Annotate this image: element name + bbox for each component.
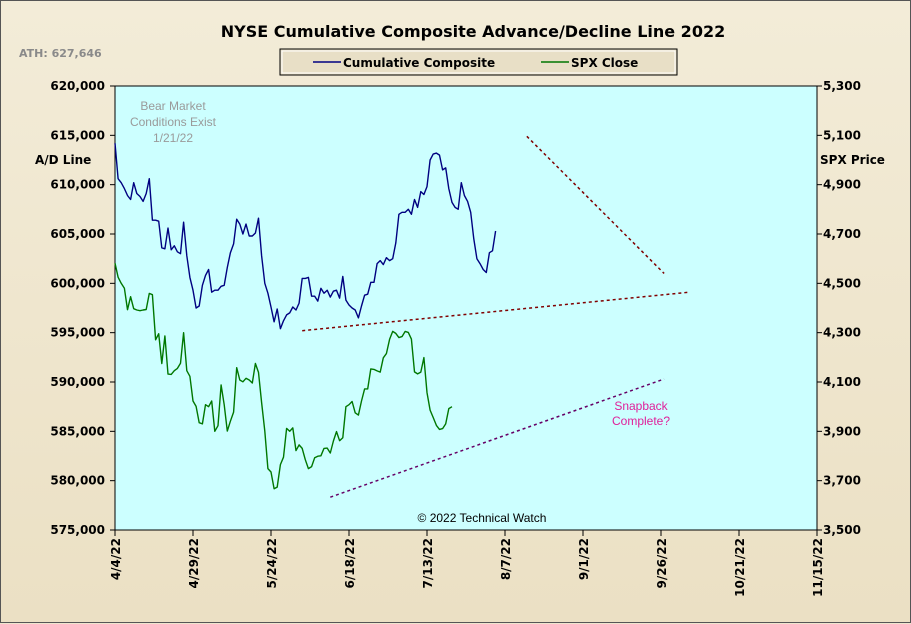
x-tick-label: 8/7/22 xyxy=(499,538,513,580)
y-left-tick-label: 620,000 xyxy=(50,79,105,93)
x-tick-label: 4/29/22 xyxy=(187,538,201,589)
y-right-tick-label: 3,700 xyxy=(823,474,861,488)
y-left-tick-label: 595,000 xyxy=(50,326,105,340)
legend-label-ad: Cumulative Composite xyxy=(343,56,495,70)
y-left-tick-label: 590,000 xyxy=(50,375,105,389)
y-axis-right-label: SPX Price xyxy=(820,153,885,167)
legend: Cumulative Composite SPX Close xyxy=(279,48,678,76)
y-left-tick-label: 605,000 xyxy=(50,227,105,241)
x-tick-label: 4/4/22 xyxy=(109,538,123,580)
y-right-tick-label: 4,700 xyxy=(823,227,861,241)
plot-area xyxy=(114,85,818,531)
y-right-tick-label: 3,500 xyxy=(823,523,861,537)
y-axis-right: 3,500 3,700 3,900 4,100 4,300 4,500 4,700 4,900… xyxy=(817,79,861,537)
y-axis-left-label: A/D Line xyxy=(35,153,91,167)
trendlines xyxy=(302,135,690,498)
y-left-tick-label: 585,000 xyxy=(50,424,105,438)
x-axis: 4/4/22 4/29/22 5/24/22 6/18/22 7/13/22 8/7/22… xyxy=(109,530,825,597)
trendline-ad-support xyxy=(302,291,690,332)
x-tick-label: 5/24/22 xyxy=(265,538,279,589)
bear-note-line-3: 1/21/22 xyxy=(153,131,193,145)
trendline-ad-resistance xyxy=(526,135,665,274)
y-right-tick-label: 3,900 xyxy=(823,424,861,438)
y-left-tick-label: 615,000 xyxy=(50,128,105,142)
y-left-tick-label: 580,000 xyxy=(50,474,105,488)
x-tick-label: 7/13/22 xyxy=(421,538,435,589)
legend-label-spx: SPX Close xyxy=(571,56,638,70)
ath-label: ATH: 627,646 xyxy=(19,47,102,60)
y-right-tick-label: 4,500 xyxy=(823,276,861,290)
y-right-tick-label: 5,300 xyxy=(823,79,861,93)
x-tick-label: 9/1/22 xyxy=(577,538,591,580)
y-right-tick-label: 4,100 xyxy=(823,375,861,389)
y-left-tick-label: 575,000 xyxy=(50,523,105,537)
snapback-line-1: Snapback xyxy=(614,399,668,413)
x-tick-label: 11/15/22 xyxy=(811,538,825,597)
series-line-cumulative-composite xyxy=(114,143,497,330)
y-right-tick-label: 4,300 xyxy=(823,326,861,340)
chart-title: NYSE Cumulative Composite Advance/Declin… xyxy=(221,22,725,41)
series-lines xyxy=(114,143,497,490)
y-right-tick-label: 5,100 xyxy=(823,128,861,142)
snapback-note: Snapback Complete? xyxy=(612,399,670,428)
x-tick-label: 10/21/22 xyxy=(733,538,747,597)
y-axis-left: 575,000 580,000 585,000 590,000 595,000 600,0… xyxy=(50,79,115,537)
y-left-tick-label: 610,000 xyxy=(50,178,105,192)
copyright-label: © 2022 Technical Watch xyxy=(418,511,547,525)
y-left-tick-label: 600,000 xyxy=(50,276,105,290)
trendline-spx-support xyxy=(330,378,665,498)
y-right-tick-label: 4,900 xyxy=(823,178,861,192)
bear-note-line-2: Conditions Exist xyxy=(130,115,217,129)
bear-note-line-1: Bear Market xyxy=(140,99,206,113)
bear-market-note: Bear Market Conditions Exist 1/21/22 xyxy=(130,99,217,145)
series-line-spx-close xyxy=(114,262,453,490)
x-tick-label: 6/18/22 xyxy=(343,538,357,589)
x-tick-label: 9/26/22 xyxy=(655,538,669,589)
snapback-line-2: Complete? xyxy=(612,414,670,428)
